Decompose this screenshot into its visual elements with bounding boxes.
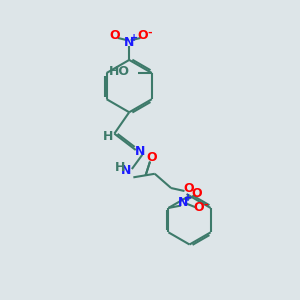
Text: O: O (183, 182, 194, 194)
Text: +: + (184, 194, 192, 203)
Text: O: O (146, 151, 157, 164)
Text: -: - (203, 200, 208, 209)
Text: O: O (109, 29, 120, 42)
Text: O: O (194, 201, 204, 214)
Text: N: N (178, 196, 188, 209)
Text: N: N (121, 164, 132, 177)
Text: H: H (103, 130, 113, 143)
Text: HO: HO (109, 65, 130, 78)
Text: H: H (115, 161, 125, 174)
Text: N: N (124, 36, 134, 49)
Text: N: N (135, 145, 146, 158)
Text: +: + (130, 33, 138, 43)
Text: O: O (138, 29, 148, 42)
Text: -: - (147, 28, 152, 38)
Text: O: O (191, 187, 202, 200)
